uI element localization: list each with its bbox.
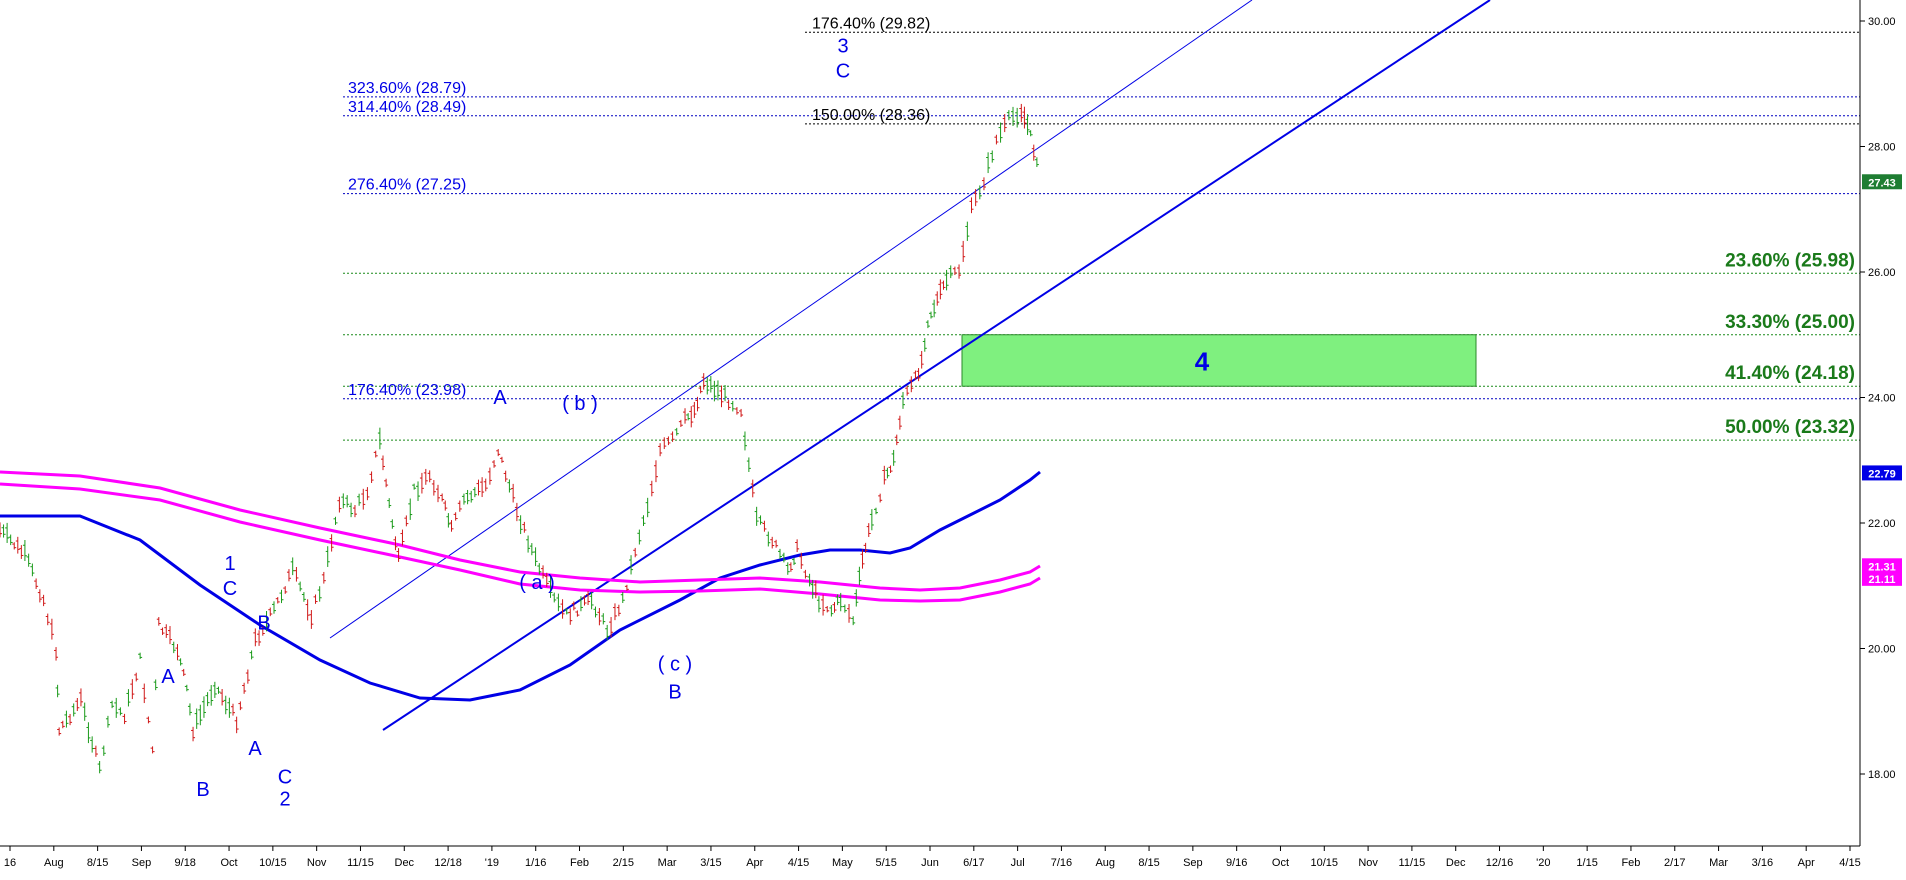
fib-label-blue: 176.40% (23.98) xyxy=(348,382,466,399)
wave-label: C xyxy=(223,578,237,600)
fib-label-green: 23.60% (25.98) xyxy=(1725,250,1855,271)
x-tick-label: Mar xyxy=(1709,857,1728,869)
x-tick-label: '20 xyxy=(1536,857,1550,869)
ma-magenta-2 xyxy=(0,482,1041,603)
price-badge-label: 22.79 xyxy=(1868,468,1896,480)
fib-and-wave-labels: 176.40% (29.82)150.00% (28.36)323.60% (2… xyxy=(161,15,1855,810)
x-tick-label: 11/15 xyxy=(1399,857,1426,869)
ma-magenta-1 xyxy=(0,470,1041,592)
price-badge-label: 21.31 xyxy=(1868,561,1896,573)
wave-4-target-zone: 4 xyxy=(961,334,1477,387)
price-badge xyxy=(1862,570,1902,586)
x-tick-label: 7/16 xyxy=(1051,857,1072,869)
x-tick-label: Apr xyxy=(1798,857,1815,869)
fib-label-green: 50.00% (23.32) xyxy=(1725,417,1855,438)
x-tick-label: May xyxy=(832,857,853,869)
fib-label-blue: 323.60% (28.79) xyxy=(348,80,466,97)
wave-label: ( b ) xyxy=(562,393,598,415)
fib-level-lines xyxy=(343,31,1860,441)
fib-label-black: 150.00% (28.36) xyxy=(812,107,930,124)
x-tick-label: 5/15 xyxy=(875,857,896,869)
x-tick-label: 2/15 xyxy=(613,857,634,869)
ma-blue xyxy=(0,470,1041,702)
wave-label: C xyxy=(278,766,292,788)
x-tick-label: 10/15 xyxy=(259,857,287,869)
x-tick-label: Mar xyxy=(658,857,677,869)
x-tick-label: Nov xyxy=(1358,857,1378,869)
x-tick-label: 8/15 xyxy=(87,857,108,869)
y-tick-label: 22.00 xyxy=(1868,518,1896,530)
x-tick-label: Apr xyxy=(746,857,763,869)
x-tick-label: 11/15 xyxy=(347,857,374,869)
fib-label-black: 176.40% (29.82) xyxy=(812,15,930,32)
wave-label: B xyxy=(257,613,270,635)
wave-label: 2 xyxy=(279,788,290,810)
x-tick-label: Feb xyxy=(1621,857,1640,869)
lower-channel-line xyxy=(382,0,1491,731)
y-tick-label: 18.00 xyxy=(1868,769,1896,781)
x-tick-label: Sep xyxy=(1183,857,1203,869)
wave-label: B xyxy=(196,779,209,801)
price-badge xyxy=(1862,465,1902,481)
x-tick-label: 3/15 xyxy=(700,857,721,869)
fib-label-green: 33.30% (25.00) xyxy=(1725,312,1855,333)
y-tick-label: 24.00 xyxy=(1868,393,1896,405)
x-tick-label: 4/15 xyxy=(788,857,809,869)
x-tick-label: 12/16 xyxy=(1486,857,1514,869)
zone-rect xyxy=(961,334,1477,387)
price-badge-label: 21.11 xyxy=(1869,574,1896,586)
wave-label: A xyxy=(493,387,507,409)
y-tick-label: 30.00 xyxy=(1868,16,1896,28)
y-tick-label: 20.00 xyxy=(1868,644,1896,656)
wave-label: 3 xyxy=(837,35,848,57)
x-tick-label: 9/16 xyxy=(1226,857,1247,869)
x-tick-label: Jun xyxy=(921,857,939,869)
wave-label: B xyxy=(668,682,681,704)
x-tick-label: 6/17 xyxy=(963,857,984,869)
x-tick-label: Oct xyxy=(1272,857,1289,869)
x-tick-label: 9/18 xyxy=(175,857,196,869)
fib-label-blue: 314.40% (28.49) xyxy=(348,99,466,116)
x-tick-label: Jul xyxy=(1011,857,1025,869)
x-tick-label: Feb xyxy=(570,857,589,869)
x-tick-label: 3/16 xyxy=(1752,857,1773,869)
moving-averages xyxy=(0,470,1041,702)
y-tick-label: 28.00 xyxy=(1868,142,1896,154)
fib-label-blue: 276.40% (27.25) xyxy=(348,177,466,194)
x-tick-label: Dec xyxy=(395,857,415,869)
upper-channel-line xyxy=(329,0,1253,639)
wave-label: ( c ) xyxy=(658,653,692,675)
fib-label-green: 41.40% (24.18) xyxy=(1725,363,1855,384)
x-tick-label: '19 xyxy=(485,857,499,869)
x-tick-label: 2/17 xyxy=(1664,857,1685,869)
price-badge xyxy=(1862,174,1902,190)
x-tick-label: 4/15 xyxy=(1839,857,1860,869)
x-tick-label: 10/15 xyxy=(1311,857,1339,869)
price-badge xyxy=(1862,558,1902,574)
price-badge-label: 27.43 xyxy=(1868,177,1896,189)
x-tick-label: Aug xyxy=(1095,857,1115,869)
wave-label: A xyxy=(248,738,262,760)
zone-label: 4 xyxy=(1195,346,1210,376)
x-tick-label: Nov xyxy=(307,857,327,869)
x-tick-label: 1/16 xyxy=(525,857,546,869)
x-tick-label: 8/15 xyxy=(1138,857,1159,869)
price-bars xyxy=(0,103,1039,774)
x-tick-label: 16 xyxy=(4,857,16,869)
x-tick-label: Sep xyxy=(132,857,152,869)
trend-channel xyxy=(329,0,1491,731)
x-tick-label: 1/15 xyxy=(1576,857,1597,869)
wave-label: A xyxy=(161,666,175,688)
x-tick-label: 12/18 xyxy=(434,857,462,869)
x-tick-label: Aug xyxy=(44,857,64,869)
wave-label: ( a ) xyxy=(519,572,555,594)
wave-label: 1 xyxy=(224,553,235,575)
wave-label: C xyxy=(836,60,850,82)
x-tick-label: Dec xyxy=(1446,857,1466,869)
x-tick-label: Oct xyxy=(220,857,237,869)
y-tick-label: 26.00 xyxy=(1868,267,1896,279)
